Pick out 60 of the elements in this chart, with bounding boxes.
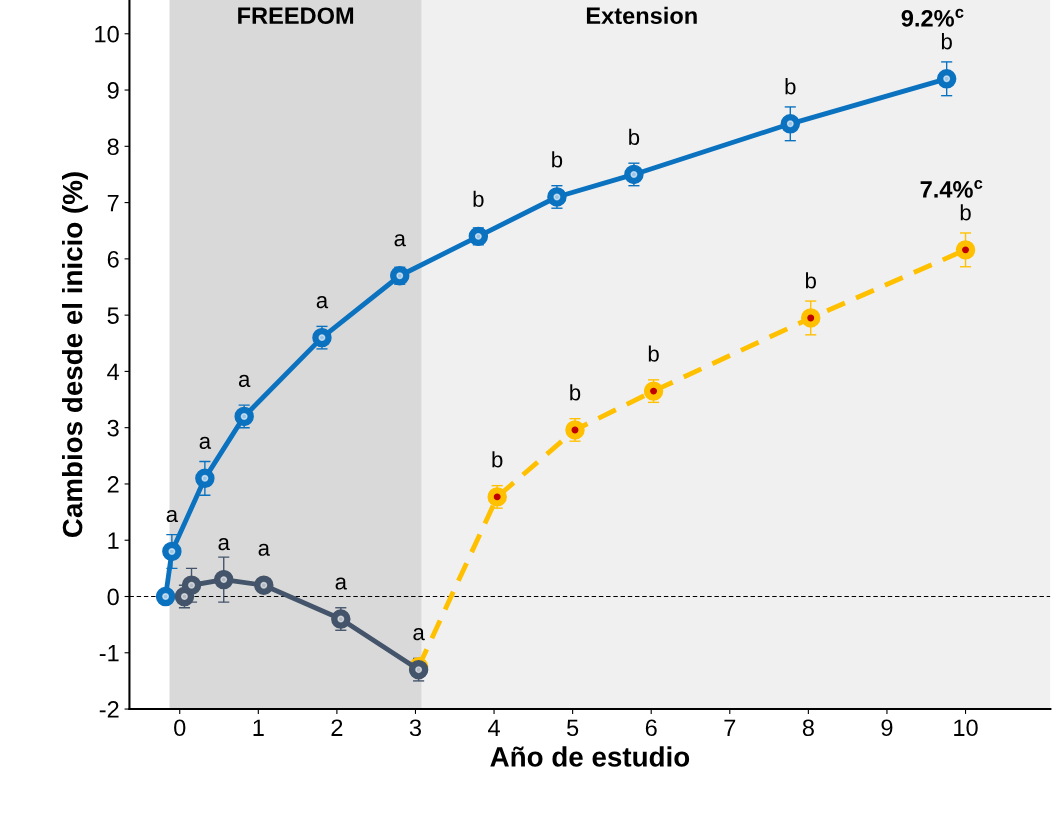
x-tick-label: 2 bbox=[331, 719, 343, 736]
x-tick-label: 1 bbox=[253, 719, 264, 736]
point bbox=[780, 114, 801, 134]
annotation: 9.2%$^{c}$ bbox=[901, 8, 964, 27]
x-tick-label: 0 bbox=[174, 719, 186, 737]
annotation: b bbox=[552, 151, 563, 168]
point bbox=[162, 541, 182, 562]
y-tick-label: 5 bbox=[107, 307, 119, 324]
annotation: b bbox=[785, 78, 796, 95]
x-tick-label: 7 bbox=[724, 719, 736, 736]
point bbox=[254, 575, 274, 595]
point bbox=[214, 569, 234, 590]
annotation: b bbox=[805, 272, 816, 289]
annotation: b bbox=[492, 451, 503, 468]
point bbox=[955, 240, 976, 260]
point bbox=[643, 381, 664, 401]
annotation: b bbox=[941, 33, 952, 50]
annotation: b bbox=[473, 190, 484, 207]
x-tick-label: 6 bbox=[645, 719, 657, 737]
annotation: a bbox=[199, 436, 212, 449]
y-tick-label: 10 bbox=[95, 25, 119, 43]
y-tick-label: 3 bbox=[107, 419, 119, 437]
y-tick-label: 0 bbox=[107, 588, 119, 606]
x-tick-label: 3 bbox=[409, 719, 421, 737]
y-tick-label: -1 bbox=[99, 645, 119, 662]
annotation: b bbox=[960, 204, 971, 221]
y-tick-label: 9 bbox=[107, 82, 119, 99]
point bbox=[936, 69, 957, 89]
y-tick-label: 6 bbox=[107, 250, 119, 268]
y-tick-label: 4 bbox=[107, 363, 120, 380]
annotation: b bbox=[629, 128, 640, 146]
annotation: a bbox=[218, 538, 230, 551]
annotation: a bbox=[335, 577, 347, 590]
annotation: a bbox=[413, 628, 425, 641]
y-tick-label: -2 bbox=[99, 701, 119, 718]
band-label: FREEDOM bbox=[238, 7, 354, 25]
x-tick-label: 5 bbox=[567, 719, 579, 737]
annotation: a bbox=[238, 374, 251, 388]
y-tick-label: 8 bbox=[107, 138, 119, 156]
x-tick-label: 8 bbox=[802, 719, 814, 737]
x-tick-label: 10 bbox=[954, 719, 978, 737]
point bbox=[801, 308, 821, 328]
annotation: b bbox=[648, 345, 659, 362]
point bbox=[195, 468, 215, 489]
annotation: a bbox=[316, 296, 329, 309]
annotation: b bbox=[570, 384, 581, 401]
x-axis-title: Año de estudio bbox=[490, 746, 690, 767]
y-axis-title: Cambios desde el inicio (%) bbox=[62, 172, 88, 538]
x-tick-label: 9 bbox=[881, 719, 893, 737]
annotation: a bbox=[166, 509, 179, 523]
x-tick-label: 4 bbox=[488, 719, 500, 736]
point bbox=[181, 575, 202, 595]
point bbox=[155, 586, 176, 607]
y-tick-label: 1 bbox=[108, 532, 119, 549]
annotation: a bbox=[394, 234, 406, 247]
y-tick-label: 7 bbox=[107, 194, 119, 212]
band-label: Extension bbox=[586, 6, 697, 25]
annotation: 7.4%$^{c}$ bbox=[920, 179, 983, 198]
annotation: a bbox=[258, 543, 270, 556]
y-tick-label: 2 bbox=[107, 476, 119, 493]
